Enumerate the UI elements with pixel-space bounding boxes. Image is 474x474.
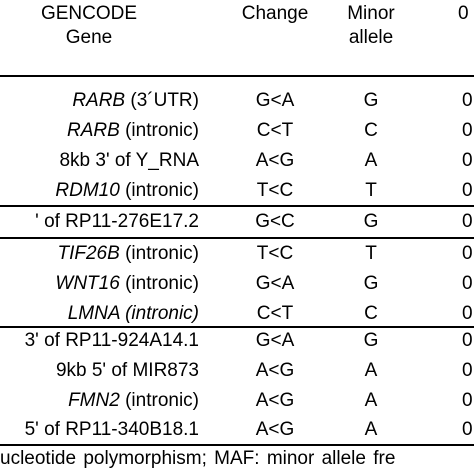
minor-allele-cell: G bbox=[363, 211, 379, 232]
change-cell: C<T bbox=[256, 120, 294, 141]
change-cell: A<G bbox=[255, 150, 295, 171]
gene-cell: 3' of RP11-924A14.1 bbox=[25, 325, 199, 357]
maf-cell: 0 bbox=[462, 419, 473, 440]
header-minor-allele: Minor allele bbox=[336, 2, 406, 50]
group-divider bbox=[0, 205, 474, 207]
gene-cell: 5' of RP11-340B18.1 bbox=[25, 414, 199, 446]
table-row: 3' of RP11-924A14.1 G<A G 0 bbox=[0, 325, 474, 357]
gene-note: 3' of RP11-924A14.1 bbox=[24, 330, 199, 351]
maf-cell: 0 bbox=[462, 330, 473, 351]
minor-allele-cell: A bbox=[364, 419, 378, 440]
minor-allele-cell: G bbox=[363, 330, 379, 351]
header-change: Change bbox=[241, 3, 309, 24]
table-row: 8kb 3' of Y_RNA A<G A 0 bbox=[0, 145, 474, 177]
minor-allele-cell: G bbox=[363, 90, 379, 111]
table-row: RARB (3´UTR) G<A G 0 bbox=[0, 85, 474, 117]
minor-allele-cell: T bbox=[365, 180, 377, 201]
minor-allele-cell: T bbox=[365, 243, 377, 264]
gene-symbol: RDM10 bbox=[55, 180, 120, 201]
maf-cell: 0 bbox=[462, 150, 473, 171]
maf-cell: 0 bbox=[462, 211, 473, 232]
gene-note: (3´UTR) bbox=[125, 90, 199, 111]
gene-note: (intronic) bbox=[119, 180, 199, 201]
minor-allele-cell: G bbox=[363, 273, 379, 294]
minor-allele-cell: C bbox=[364, 303, 378, 324]
change-cell: A<G bbox=[255, 360, 295, 381]
table-row: 9kb 5' of MIR873 A<G A 0 bbox=[0, 355, 474, 387]
minor-allele-cell: C bbox=[364, 120, 378, 141]
maf-cell: 0 bbox=[462, 90, 473, 111]
maf-cell: 0 bbox=[462, 120, 473, 141]
header-maf: 0 bbox=[458, 3, 469, 24]
table-row: RDM10 (intronic) T<C T 0 bbox=[0, 175, 474, 207]
gene-cell: WNT16 (intronic) bbox=[55, 268, 199, 300]
change-cell: G<A bbox=[255, 273, 295, 294]
change-cell: C<T bbox=[256, 303, 294, 324]
gene-note: 9kb 5' of MIR873 bbox=[55, 360, 199, 381]
header-rule bbox=[0, 75, 474, 77]
maf-cell: 0 bbox=[462, 243, 473, 264]
header-gene: Gene bbox=[65, 27, 113, 48]
table-row: FMN2 (intronic) A<G A 0 bbox=[0, 385, 474, 417]
gene-note: (intronic) bbox=[119, 120, 199, 141]
gene-symbol: LMNA (intronic) bbox=[67, 303, 199, 324]
gene-note: 5' of RP11-340B18.1 bbox=[24, 419, 199, 440]
table-footnote: ucleotide polymorphism; MAF: minor allel… bbox=[0, 448, 396, 469]
gene-cell: RARB (3´UTR) bbox=[72, 85, 199, 117]
minor-allele-cell: A bbox=[364, 150, 378, 171]
change-cell: G<A bbox=[255, 330, 295, 351]
gene-note: (intronic) bbox=[119, 273, 199, 294]
gene-symbol: TIF26B bbox=[57, 243, 120, 264]
gene-note: (intronic) bbox=[119, 243, 199, 264]
gene-symbol: FMN2 bbox=[68, 390, 120, 411]
gene-cell: RARB (intronic) bbox=[67, 115, 199, 147]
gene-cell: FMN2 (intronic) bbox=[68, 385, 199, 417]
gene-cell: RDM10 (intronic) bbox=[55, 175, 199, 207]
maf-cell: 0 bbox=[462, 303, 473, 324]
gene-symbol: RARB bbox=[72, 90, 126, 111]
change-cell: G<A bbox=[255, 90, 295, 111]
gene-cell: TIF26B (intronic) bbox=[58, 238, 200, 270]
minor-allele-cell: A bbox=[364, 360, 378, 381]
gene-note: 8kb 3' of Y_RNA bbox=[59, 150, 199, 171]
group-divider bbox=[0, 326, 474, 328]
minor-allele-cell: A bbox=[364, 390, 378, 411]
gene-note: ' of RP11-276E17.2 bbox=[35, 211, 199, 232]
header-minor: Minor bbox=[347, 3, 395, 24]
maf-cell: 0 bbox=[462, 273, 473, 294]
change-cell: A<G bbox=[255, 419, 295, 440]
gene-cell: 8kb 3' of Y_RNA bbox=[59, 145, 199, 177]
table-row: 5' of RP11-340B18.1 A<G A 0 bbox=[0, 414, 474, 446]
table-row: RARB (intronic) C<T C 0 bbox=[0, 115, 474, 147]
table-bottom-rule bbox=[0, 444, 474, 446]
change-cell: G<C bbox=[255, 211, 295, 232]
change-cell: A<G bbox=[255, 390, 295, 411]
maf-cell: 0 bbox=[462, 360, 473, 381]
maf-cell: 0 bbox=[462, 390, 473, 411]
gene-symbol: WNT16 bbox=[55, 273, 120, 294]
maf-cell: 0 bbox=[462, 180, 473, 201]
table-row: LMNA (intronic) C<T C 0 bbox=[0, 298, 474, 330]
group-divider bbox=[0, 237, 474, 239]
table-row: TIF26B (intronic) T<C T 0 bbox=[0, 238, 474, 270]
gene-note: (intronic) bbox=[119, 390, 199, 411]
header-gencode: GENCODE bbox=[40, 3, 138, 24]
header-gene-title: GENCODE Gene bbox=[24, 2, 154, 50]
change-cell: T<C bbox=[256, 180, 294, 201]
header-allele: allele bbox=[348, 27, 394, 48]
change-cell: T<C bbox=[256, 243, 294, 264]
gene-cell: LMNA (intronic) bbox=[68, 298, 199, 330]
gene-cell: ' of RP11-276E17.2 bbox=[35, 206, 199, 238]
gene-symbol: RARB bbox=[67, 120, 120, 141]
table-row: ' of RP11-276E17.2 G<C G 0 bbox=[0, 206, 474, 238]
gene-cell: 9kb 5' of MIR873 bbox=[56, 355, 199, 387]
table-row: WNT16 (intronic) G<A G 0 bbox=[0, 268, 474, 300]
